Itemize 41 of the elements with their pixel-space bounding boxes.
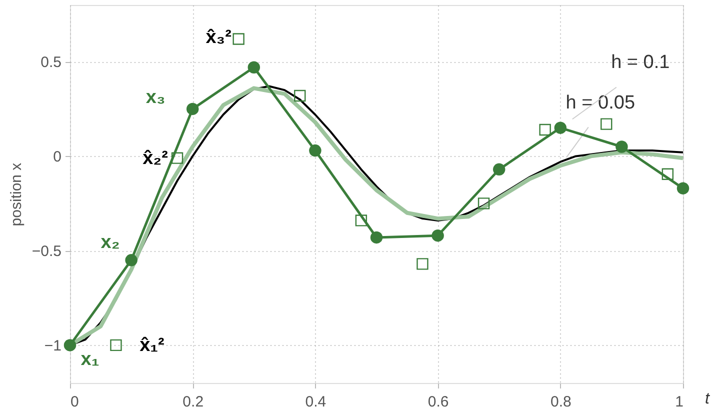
point (616, 140, 628, 153)
point (416, 258, 428, 270)
point (478, 198, 490, 210)
point (309, 144, 322, 157)
annotation: x̂₁² (140, 335, 164, 356)
annotation: x̂₂² (142, 148, 168, 170)
point (64, 339, 76, 352)
annotation: x₁ (80, 349, 100, 370)
point (432, 229, 444, 242)
point (294, 90, 306, 102)
annotation: x₂ (100, 232, 120, 254)
point (539, 124, 551, 136)
point (355, 214, 368, 226)
x-tick-label: 0 (70, 394, 79, 410)
point (232, 33, 244, 45)
point (248, 61, 260, 74)
text: h = 0.1 (611, 52, 670, 73)
point (600, 118, 612, 130)
y-tick-label: 0 (53, 148, 62, 166)
point (554, 122, 567, 134)
annotation: x₃ (146, 86, 166, 108)
point (662, 168, 674, 180)
x-tick-label: 1 (675, 394, 684, 410)
x-tick-label: 0.8 (550, 394, 572, 410)
point (492, 163, 506, 176)
annotation: x̂₃² (206, 27, 232, 48)
point (676, 182, 690, 194)
y-tick-label: −1 (44, 338, 62, 355)
point (186, 102, 199, 116)
x-tick-label: 0.2 (182, 394, 204, 410)
y-tick-label: −0.5 (32, 243, 62, 260)
point (110, 339, 122, 352)
point (125, 254, 138, 266)
x-tick-label: 0.6 (428, 394, 449, 410)
text: h = 0.05 (566, 92, 635, 114)
x-axis-title: t (705, 390, 710, 408)
y-axis-title: position x (8, 162, 25, 226)
x-tick-label: 0.4 (305, 394, 326, 410)
y-tick-label: 0.5 (40, 54, 62, 72)
point (370, 231, 383, 244)
point (171, 152, 184, 164)
